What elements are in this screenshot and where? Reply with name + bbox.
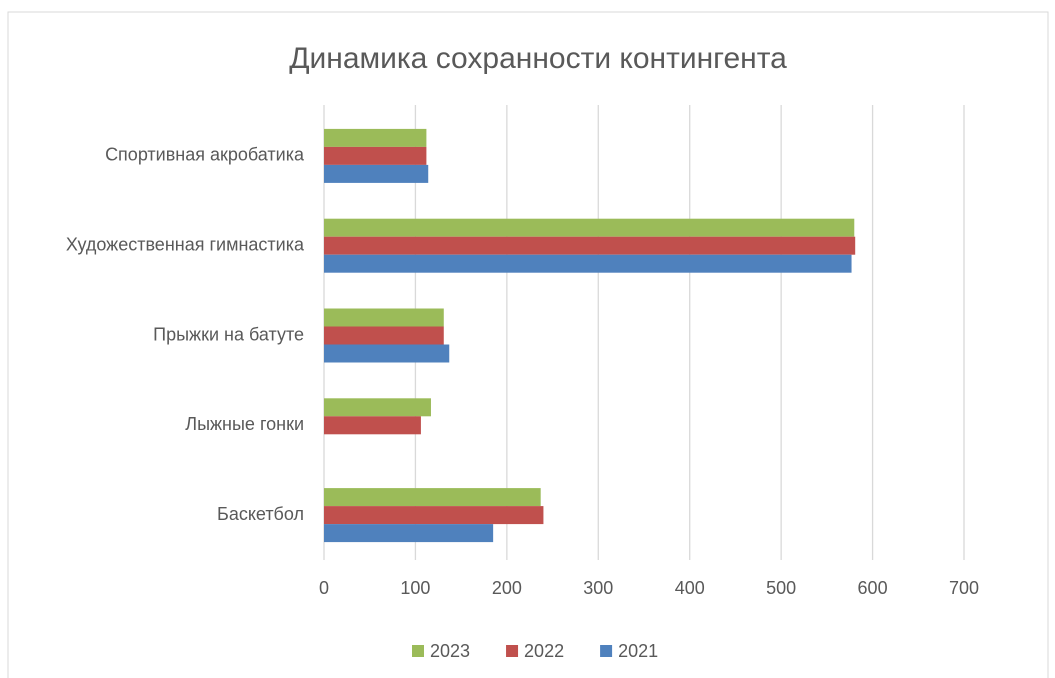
x-tick-label: 400: [675, 578, 705, 598]
bar: [324, 308, 444, 327]
x-tick-label: 0: [319, 578, 329, 598]
bar: [324, 254, 852, 273]
bar: [324, 326, 444, 345]
bar: [324, 398, 431, 417]
legend-label: 2021: [618, 641, 658, 661]
legend-swatch: [506, 645, 519, 657]
y-tick-label: Прыжки на батуте: [153, 324, 304, 344]
x-tick-label: 500: [766, 578, 796, 598]
legend-label: 2022: [524, 641, 564, 661]
x-tick-label: 200: [492, 578, 522, 598]
chart-title: Динамика сохранности контингента: [289, 42, 787, 75]
x-tick-label: 700: [949, 578, 979, 598]
x-tick-label: 300: [583, 578, 613, 598]
bar: [324, 344, 450, 363]
bar: [324, 218, 855, 237]
chart-frame: [7, 11, 1049, 678]
x-tick-label: 100: [400, 578, 430, 598]
bar: [324, 524, 494, 543]
bar: [324, 506, 544, 525]
bar: [324, 146, 427, 165]
bar: [324, 236, 856, 255]
bar: [324, 128, 427, 147]
bar: [324, 488, 541, 507]
legend-swatch: [412, 645, 424, 657]
bar: [324, 164, 429, 183]
y-tick-label: Баскетбол: [217, 504, 304, 524]
bar: [324, 416, 421, 435]
legend-label: 2023: [430, 641, 470, 661]
y-tick-label: Спортивная акробатика: [105, 145, 305, 165]
x-tick-label: 600: [858, 578, 888, 598]
y-tick-label: Лыжные гонки: [185, 414, 304, 434]
legend-swatch: [600, 645, 613, 657]
y-tick-label: Художественная гимнастика: [66, 234, 305, 254]
